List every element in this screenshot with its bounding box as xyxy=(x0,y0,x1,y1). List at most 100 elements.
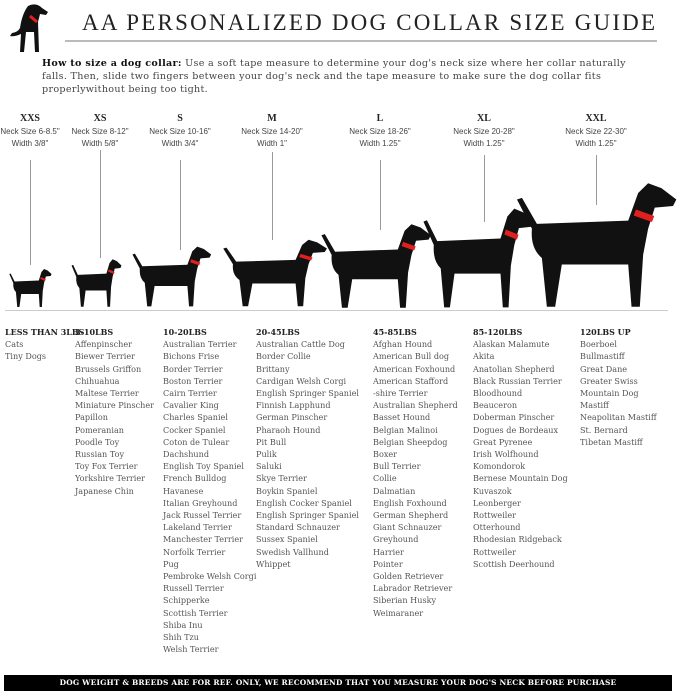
size-guide-line xyxy=(484,155,485,222)
size-guide-line xyxy=(596,155,597,205)
breed-item: St. Bernard xyxy=(580,424,628,435)
breed-item: Akita xyxy=(473,351,495,362)
breed-item: Giant Schnauzer xyxy=(373,522,442,533)
breed-item: Pug xyxy=(163,558,179,569)
breed-item: Greyhound xyxy=(373,534,419,545)
logo-dog-icon xyxy=(10,4,48,52)
size-code: M xyxy=(267,113,277,124)
breed-item: Kuvaszok xyxy=(473,485,512,496)
neck-size: Neck Size 18-26" xyxy=(349,126,411,136)
breed-item: Jack Russel Terrier xyxy=(163,510,242,521)
size-guide-line xyxy=(30,160,31,265)
breed-item: German Pinscher xyxy=(256,412,328,423)
breed-item: Great Dane xyxy=(580,363,628,374)
breed-item: Belgian Sheepdog xyxy=(373,436,448,447)
breed-item: Yorkshire Terrier xyxy=(75,473,146,484)
breed-item: Whippet xyxy=(256,558,291,569)
breed-item: Neapolitan Mastiff xyxy=(580,412,657,423)
dog-silhouette-m-icon xyxy=(223,239,327,307)
neck-size: Neck Size 10-16" xyxy=(149,126,211,136)
collar-width: Width 3/4" xyxy=(161,139,199,148)
weight-group: 10-20LBS Australian Terrier Bichons Frise B… xyxy=(163,326,256,655)
breed-item: Irish Wolfhound xyxy=(473,449,539,460)
weight-group: 85-120LBS Alaskan Malamute Akita Anatolian … xyxy=(473,326,568,570)
breed-item: English Springer Spaniel xyxy=(256,388,359,399)
breed-item: Rottweiler xyxy=(473,546,517,557)
breed-item: Beauceron xyxy=(473,400,518,411)
size-label-m: M Neck Size 14-20" Width 1" xyxy=(222,113,322,151)
breed-item: Papillon xyxy=(75,412,108,423)
breed-item: Havanese xyxy=(163,485,204,496)
breed-item: Siberian Husky xyxy=(373,595,437,606)
breed-item: Tiny Dogs xyxy=(5,351,47,362)
size-label-xl: XL Neck Size 20-28" Width 1.25" xyxy=(434,113,534,151)
collar-width: Width 5/8" xyxy=(81,139,119,148)
size-code: L xyxy=(376,113,384,124)
breed-item: Pit Bull xyxy=(256,436,287,447)
breed-item: Leonberger xyxy=(473,497,521,508)
dog-silhouette-l-icon xyxy=(321,224,431,308)
breed-item: American Foxhound xyxy=(373,363,456,374)
breed-item: Rhodesian Ridgeback xyxy=(473,534,562,545)
breed-item: American Stafford xyxy=(373,375,449,386)
breed-item: -shire Terrier xyxy=(373,388,428,399)
breed-item: Japanese Chin xyxy=(75,485,134,496)
breed-item: Bull Terrier xyxy=(373,461,421,472)
dog-silhouette-xs-icon xyxy=(71,259,122,307)
page-title: AA PERSONALIZED DOG COLLAR SIZE GUIDE xyxy=(82,10,658,35)
breed-item: Dachshund xyxy=(163,449,210,460)
weight-group: 20-45LBS Australian Cattle Dog Border Coll… xyxy=(256,326,359,570)
dog-silhouette-xl-icon xyxy=(423,208,534,308)
breed-item: English Springer Spaniel xyxy=(256,510,359,521)
weight-heading: 20-45LBS xyxy=(256,327,300,337)
collar-width: Width 1.25" xyxy=(575,139,617,148)
size-label-l: L Neck Size 18-26" Width 1.25" xyxy=(330,113,430,151)
intro-text: How to size a dog collar: Use a soft tap… xyxy=(42,57,632,96)
breed-item: Maltese Terrier xyxy=(75,388,139,399)
neck-size: Neck Size 22-30" xyxy=(565,126,627,136)
breed-item: Shih Tzu xyxy=(163,632,200,643)
breed-item: Australian Shepherd xyxy=(373,400,458,411)
breed-item: Pointer xyxy=(373,558,403,569)
breed-item: Schipperke xyxy=(163,595,210,606)
title-divider xyxy=(65,40,657,42)
breed-item: Coton de Tulear xyxy=(163,436,230,447)
weight-group: LESS THAN 3LBS Cats Tiny Dogs xyxy=(5,326,84,363)
dog-silhouette-s-icon xyxy=(132,246,212,307)
collar-width: Width 1.25" xyxy=(359,139,401,148)
weight-heading: 3-10LBS xyxy=(75,327,114,337)
weight-group: 45-85LBS Afghan Hound American Bull dog Ame… xyxy=(373,326,458,619)
breed-item: French Bulldog xyxy=(163,473,227,484)
breed-item: Russian Toy xyxy=(75,449,125,460)
weight-heading: 85-120LBS xyxy=(473,327,523,337)
breed-item: Saluki xyxy=(256,461,282,472)
breed-item: Collie xyxy=(373,473,397,484)
dog-silhouette-xxl-icon xyxy=(516,183,677,307)
breed-item: Weimaraner xyxy=(373,607,424,618)
breed-item: Border Terrier xyxy=(163,363,223,374)
size-code: S xyxy=(177,113,183,124)
neck-size: Neck Size 6-8.5" xyxy=(0,126,60,136)
neck-size: Neck Size 8-12" xyxy=(71,126,129,136)
breed-item: Labrador Retriever xyxy=(373,583,453,594)
weight-heading: 10-20LBS xyxy=(163,327,207,337)
breed-item: Rottweiler xyxy=(473,510,517,521)
weight-heading: 45-85LBS xyxy=(373,327,417,337)
size-guide-line xyxy=(180,160,181,250)
intro-label: How to size a dog collar: xyxy=(42,58,182,69)
breed-item: Affenpinscher xyxy=(75,339,132,350)
breed-item: Lakeland Terrier xyxy=(163,522,232,533)
size-guide-line xyxy=(272,152,273,240)
neck-size: Neck Size 14-20" xyxy=(241,126,303,136)
breed-item: Bernese Mountain Dog xyxy=(473,473,568,484)
breed-item: Bichons Frise xyxy=(163,351,220,362)
breed-item: Poodle Toy xyxy=(75,436,120,447)
breed-item: Swedish Vallhund xyxy=(256,546,329,557)
size-label-xs: XS Neck Size 8-12" Width 5/8" xyxy=(50,113,150,151)
breed-item: Komondorok xyxy=(473,461,526,472)
size-code: XL xyxy=(477,113,491,124)
size-label-xxs: XXS Neck Size 6-8.5" Width 3/8" xyxy=(0,113,80,151)
breed-item: Italian Greyhound xyxy=(163,497,238,508)
breed-item: Greater Swiss xyxy=(580,375,638,386)
breed-item: Chihuahua xyxy=(75,375,120,386)
